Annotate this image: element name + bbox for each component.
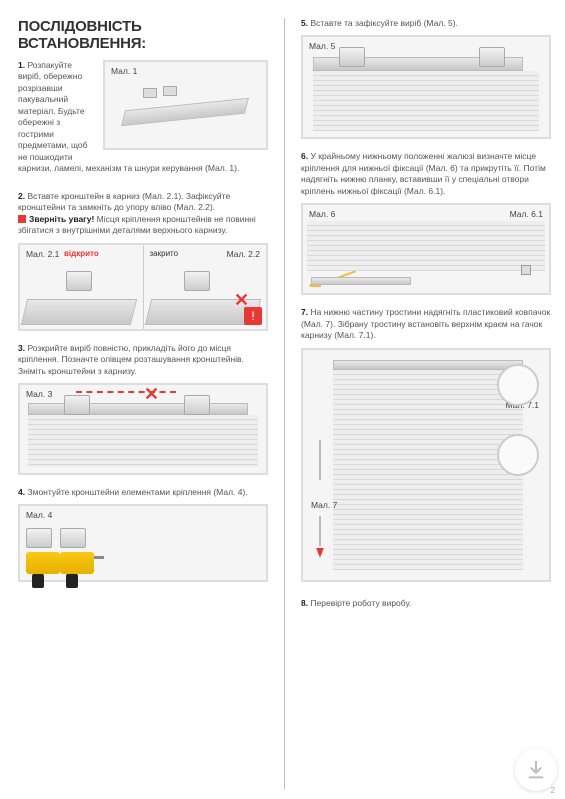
column-divider [284,18,285,789]
fig3-label: Мал. 3 [26,389,52,399]
step-7-body: На нижню частину тростини надягніть плас… [301,307,550,340]
figure-4: Мал. 4 [18,504,268,582]
alert-icon: ! [244,307,262,325]
step-7-text: 7. На нижню частину тростини надягніть п… [301,307,551,341]
fig21-label: Мал. 2.1 [26,249,59,259]
figure-7: Мал. 7 Мал. 7.1 [301,348,551,582]
fig5-label: Мал. 5 [309,41,335,51]
step-6-body: У крайньому нижньому положенні жалюзі ви… [301,151,546,195]
step-3-body: Розкрийте виріб повністю, прикладіть йог… [18,343,244,376]
step-1-num: 1. [18,60,25,70]
figure-2: Мал. 2.1 відкрито закрито Мал. 2.2 ✕ ! [18,243,268,331]
figure-3: Мал. 3 ✕ [18,383,268,475]
step-2-warn-title: Зверніть увагу! [29,214,94,224]
step-4-num: 4. [18,487,25,497]
open-label: відкрито [64,249,99,258]
page-title: ПОСЛІДОВНІСТЬ ВСТАНОВЛЕННЯ: [18,18,268,52]
step-7-num: 7. [301,307,308,317]
fig1-label: Мал. 1 [111,66,137,76]
step-5-text: 5. Вставте та зафіксуйте виріб (Мал. 5). [301,18,551,29]
fig6-label: Мал. 6 [309,209,335,219]
step-6-text: 6. У крайньому нижньому положенні жалюзі… [301,151,551,197]
step-3-text: 3. Розкрийте виріб повністю, прикладіть … [18,343,268,377]
figure-1: Мал. 1 [103,60,268,150]
closed-label: закрито [150,249,179,258]
step-5-num: 5. [301,18,308,28]
fig22-label: Мал. 2.2 [227,249,260,259]
step-8-body: Перевірте роботу виробу. [310,598,411,608]
step-8-num: 8. [301,598,308,608]
cross-icon-2: ✕ [144,387,160,403]
figure-6: Мал. 6 Мал. 6.1 [301,203,551,295]
step-4-body: Змонтуйте кронштейни елементами кріпленн… [27,487,247,497]
right-column: 5. Вставте та зафіксуйте виріб (Мал. 5).… [301,18,551,789]
step-8-text: 8. Перевірте роботу виробу. [301,598,551,609]
left-column: ПОСЛІДОВНІСТЬ ВСТАНОВЛЕННЯ: Мал. 1 1. Ро… [18,18,268,789]
page-number: 2 [551,786,555,795]
download-button[interactable] [515,749,557,791]
step-2-num: 2. [18,191,25,201]
fig4-label: Мал. 4 [26,510,52,520]
step-2-text: 2. Вставте кронштейн в карниз (Мал. 2.1)… [18,191,268,237]
download-icon [525,759,547,781]
figure-5: Мал. 5 [301,35,551,139]
step-3-num: 3. [18,343,25,353]
drill-icon [26,552,60,574]
step-2-body: Вставте кронштейн в карниз (Мал. 2.1). З… [18,191,230,212]
fig7-label: Мал. 7 [311,500,337,510]
step-6-num: 6. [301,151,308,161]
step-5-body: Вставте та зафіксуйте виріб (Мал. 5). [310,18,457,28]
drill-icon-2 [60,552,94,574]
step-4-text: 4. Змонтуйте кронштейни елементами кріпл… [18,487,268,498]
fig61-label: Мал. 6.1 [510,209,543,219]
warn-icon [18,215,26,223]
